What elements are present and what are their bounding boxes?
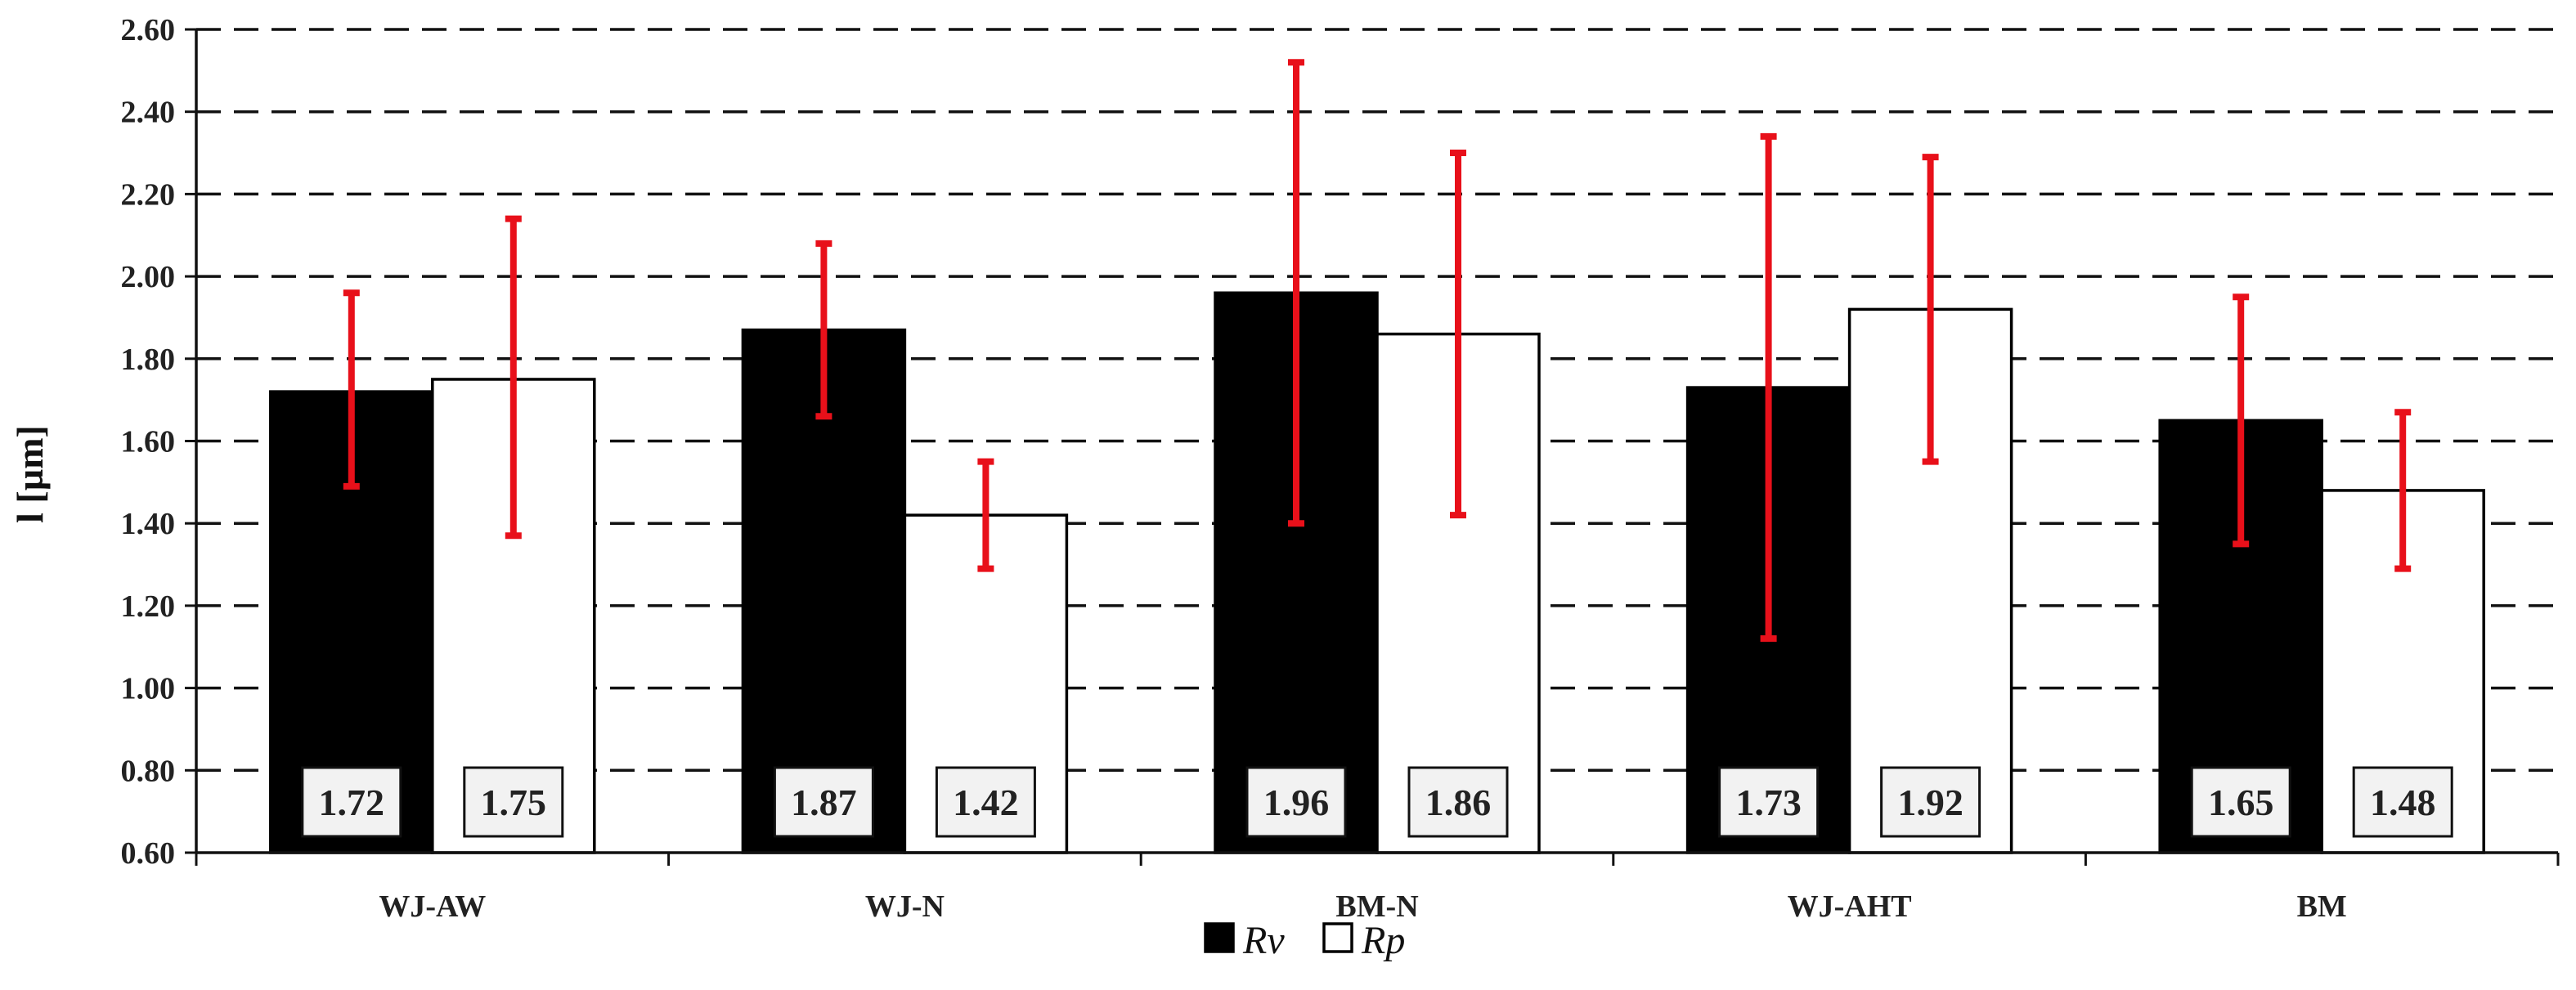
data-label-box <box>1718 766 1820 838</box>
x-tick-label: WJ-N <box>865 889 945 924</box>
data-label: 1.86 <box>1425 782 1492 823</box>
data-label-box <box>773 766 874 838</box>
data-label: 1.72 <box>319 782 385 823</box>
x-tick-label: BM-N <box>1335 889 1418 924</box>
y-tick-label: 1.80 <box>121 343 176 377</box>
data-label-box <box>2352 766 2453 838</box>
bars <box>269 291 2485 854</box>
legend-swatch <box>1322 922 1353 953</box>
data-label: 1.42 <box>953 782 1019 823</box>
x-tick-label: WJ-AHT <box>1788 889 1912 924</box>
legend-swatch <box>1204 922 1235 953</box>
data-label-box <box>2190 766 2291 838</box>
y-tick-label: 0.80 <box>121 754 176 788</box>
y-tick-label: 2.60 <box>121 13 176 47</box>
y-tick-label: 1.20 <box>121 589 176 624</box>
data-label-box <box>1880 766 1981 838</box>
data-label: 1.75 <box>481 782 547 823</box>
y-tick-label: 1.60 <box>121 425 176 459</box>
y-tick-label: 1.40 <box>121 507 176 541</box>
data-label-box <box>301 766 402 838</box>
data-label-box <box>1407 766 1509 838</box>
legend-label: Rv <box>1242 919 1285 962</box>
data-label-box <box>935 766 1036 838</box>
y-tick-label: 2.20 <box>121 177 176 212</box>
x-tick-label: BM <box>2297 889 2347 924</box>
data-label: 1.73 <box>1735 782 1802 823</box>
data-label: 1.65 <box>2208 782 2274 823</box>
data-label: 1.48 <box>2370 782 2436 823</box>
data-labels: 1.72 1.75 1.87 1.42 1.96 1.86 1.73 1.92 1.65 1.48 <box>301 766 2453 838</box>
y-axis-label: l [µm] <box>9 425 51 523</box>
data-label: 1.92 <box>1897 782 1963 823</box>
legend: Rv Rp <box>1204 919 1405 962</box>
data-label-box <box>463 766 564 838</box>
data-label: 1.96 <box>1263 782 1330 823</box>
error-bars <box>343 59 2412 643</box>
axes: 0.60 0.80 1.00 1.20 1.40 1.60 1.80 2.00 2.20 2.40… <box>121 13 2560 924</box>
y-tick-label: 1.00 <box>121 672 176 706</box>
data-label-box <box>1245 766 1347 838</box>
legend-label: Rp <box>1361 919 1405 962</box>
y-tick-label: 0.60 <box>121 836 176 871</box>
x-tick-label: WJ-AW <box>379 889 486 924</box>
y-tick-label: 2.40 <box>121 96 176 130</box>
y-tick-label: 2.00 <box>121 260 176 294</box>
data-label: 1.87 <box>791 782 857 823</box>
